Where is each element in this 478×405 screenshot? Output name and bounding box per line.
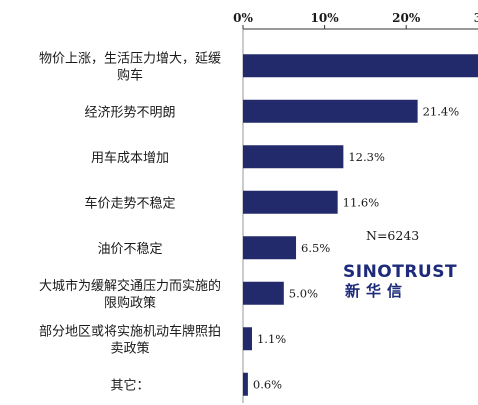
x-tick-label: 0% <box>233 11 253 25</box>
category-label: 其它： <box>110 377 149 393</box>
bar <box>243 372 248 396</box>
category-label: 车价走势不稳定 <box>84 195 175 211</box>
data-label: 21.4% <box>423 104 460 118</box>
x-tick-label: 10% <box>311 11 340 25</box>
data-label: 6.5% <box>301 241 330 255</box>
category-label: 用车成本增加 <box>91 150 169 166</box>
data-label: 5.0% <box>289 286 318 300</box>
bars-group: 41.6%21.4%12.3%11.6%6.5%5.0%1.1%0.6% <box>243 54 478 396</box>
category-label: 物价上涨，生活压力增大，延缓购车 <box>39 51 221 83</box>
category-label: 大城市为缓解交通压力而实施的限购政策 <box>39 278 221 311</box>
bar <box>243 54 478 78</box>
bar <box>243 145 344 169</box>
bar <box>243 190 338 214</box>
data-label: 1.1% <box>257 332 286 346</box>
x-tick-label: 20% <box>392 11 421 25</box>
bar <box>243 236 297 260</box>
category-label: 部分地区或将实施机动车牌照拍卖政策 <box>39 323 221 356</box>
logo-text-en: SINOTRUST <box>343 262 457 282</box>
x-tick-label: 30% <box>474 11 478 25</box>
logo-text-cn: 新华信 <box>345 282 408 300</box>
sample-size-annotation: N=6243 <box>366 228 419 243</box>
bar <box>243 99 418 123</box>
data-label: 11.6% <box>343 195 380 209</box>
bar <box>243 327 252 351</box>
bar <box>243 281 284 305</box>
category-label: 油价不稳定 <box>97 241 162 257</box>
data-label: 12.3% <box>348 150 385 164</box>
category-labels: 物价上涨，生活压力增大，延缓购车经济形势不明朗用车成本增加车价走势不稳定油价不稳… <box>39 51 221 393</box>
data-label: 0.6% <box>253 377 282 391</box>
sinotrust-logo: SINOTRUST 新华信 <box>343 262 457 300</box>
category-label: 经济形势不明朗 <box>84 104 175 120</box>
